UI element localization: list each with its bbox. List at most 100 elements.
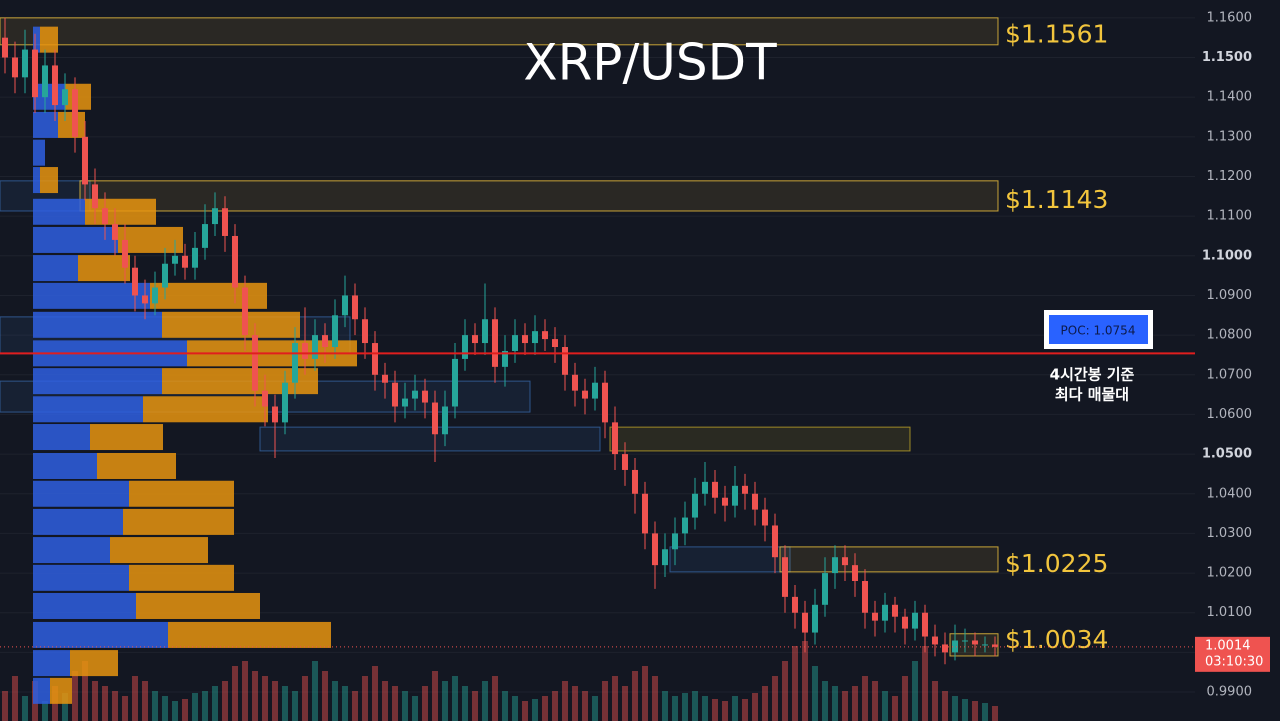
volume-bar (302, 676, 308, 721)
candle-body (62, 89, 68, 106)
volume-bar (752, 693, 758, 721)
volume-bar (182, 699, 188, 721)
profile-buy (33, 452, 97, 479)
profile-buy (33, 83, 65, 110)
volume-bar (772, 676, 778, 721)
volume-bar (412, 696, 418, 721)
volume-bar (992, 706, 998, 721)
candle-body (302, 343, 308, 359)
candle-body (42, 65, 48, 98)
volume-bar (732, 696, 738, 721)
volume-bar (552, 691, 558, 721)
volume-bar (402, 691, 408, 721)
volume-bar (522, 701, 528, 721)
candle-body (662, 549, 668, 566)
volume-bar (682, 693, 688, 721)
volume-bar (472, 691, 478, 721)
volume-bar (152, 691, 158, 721)
volume-bar (2, 691, 8, 721)
profile-buy (33, 198, 85, 225)
profile-sell (129, 480, 234, 507)
candle-body (592, 382, 598, 399)
zone-label: $1.1143 (1005, 185, 1108, 214)
candle-body (802, 612, 808, 633)
volume-bar (742, 699, 748, 721)
candle-body (362, 319, 368, 344)
candle-body (442, 406, 448, 435)
candle-body (312, 335, 318, 359)
volume-bar (142, 681, 148, 721)
candle-body (632, 469, 638, 494)
zone-label: $1.1561 (1005, 19, 1108, 48)
candle-body (542, 331, 548, 340)
candle-body (252, 335, 258, 391)
volume-bar (482, 681, 488, 721)
y-tick-label: 1.0800 (1207, 328, 1253, 343)
volume-bar (922, 646, 928, 721)
profile-buy (33, 26, 40, 53)
candle-body (422, 390, 428, 403)
volume-bar (672, 696, 678, 721)
chart-title: XRP/USDT (523, 34, 777, 92)
candle-body (12, 57, 18, 78)
candle-body (322, 335, 328, 348)
profile-sell (136, 592, 260, 619)
poc-box (1049, 315, 1148, 344)
volume-bar (872, 681, 878, 721)
candle-body (272, 406, 278, 423)
candle-body (212, 208, 218, 225)
range-box (259, 426, 601, 452)
profile-buy (33, 537, 110, 564)
volume-bar (912, 661, 918, 721)
candle-body (412, 390, 418, 399)
profile-buy (33, 480, 129, 507)
volume-bar (812, 666, 818, 721)
volume-bar (592, 696, 598, 721)
y-tick-label: 1.0900 (1207, 288, 1253, 303)
profile-sell (90, 424, 163, 451)
candle-body (932, 636, 938, 645)
candle-body (812, 604, 818, 633)
countdown: 03:10:30 (1205, 654, 1263, 669)
profile-sell (123, 508, 234, 535)
volume-bar (702, 696, 708, 721)
candle-body (152, 287, 158, 304)
volume-bar (712, 699, 718, 721)
volume-bar (792, 646, 798, 721)
candle-body (162, 263, 168, 288)
candle-body (772, 525, 778, 558)
volume-bar (502, 691, 508, 721)
volume-bar (222, 681, 228, 721)
candle-body (132, 267, 138, 296)
y-tick-label: 1.0100 (1207, 605, 1253, 620)
volume-bar (832, 686, 838, 721)
candle-body (762, 509, 768, 526)
candle-body (392, 382, 398, 407)
zone-label: $1.0034 (1005, 625, 1108, 654)
candle-body (712, 481, 718, 498)
volume-bar (722, 701, 728, 721)
y-tick-label: 1.0600 (1207, 407, 1253, 422)
zone-box (0, 17, 999, 46)
profile-buy (33, 311, 162, 338)
zone-label: $1.0225 (1005, 549, 1108, 578)
volume-bar (362, 676, 368, 721)
candle-body (642, 493, 648, 534)
volume-bar (692, 691, 698, 721)
candle-body (902, 616, 908, 629)
volume-bar (132, 676, 138, 721)
candle-body (742, 485, 748, 494)
candle-body (582, 390, 588, 399)
profile-buy (33, 592, 136, 619)
range-box (669, 546, 791, 573)
volume-bar (622, 686, 628, 721)
volume-bar (342, 686, 348, 721)
volume-bar (42, 701, 48, 721)
candle-body (92, 184, 98, 209)
candle-body (32, 49, 38, 98)
volume-bar (862, 676, 868, 721)
volume-bar (452, 676, 458, 721)
candle-body (142, 295, 148, 304)
profile-buy (33, 368, 162, 395)
candle-body (962, 640, 968, 642)
